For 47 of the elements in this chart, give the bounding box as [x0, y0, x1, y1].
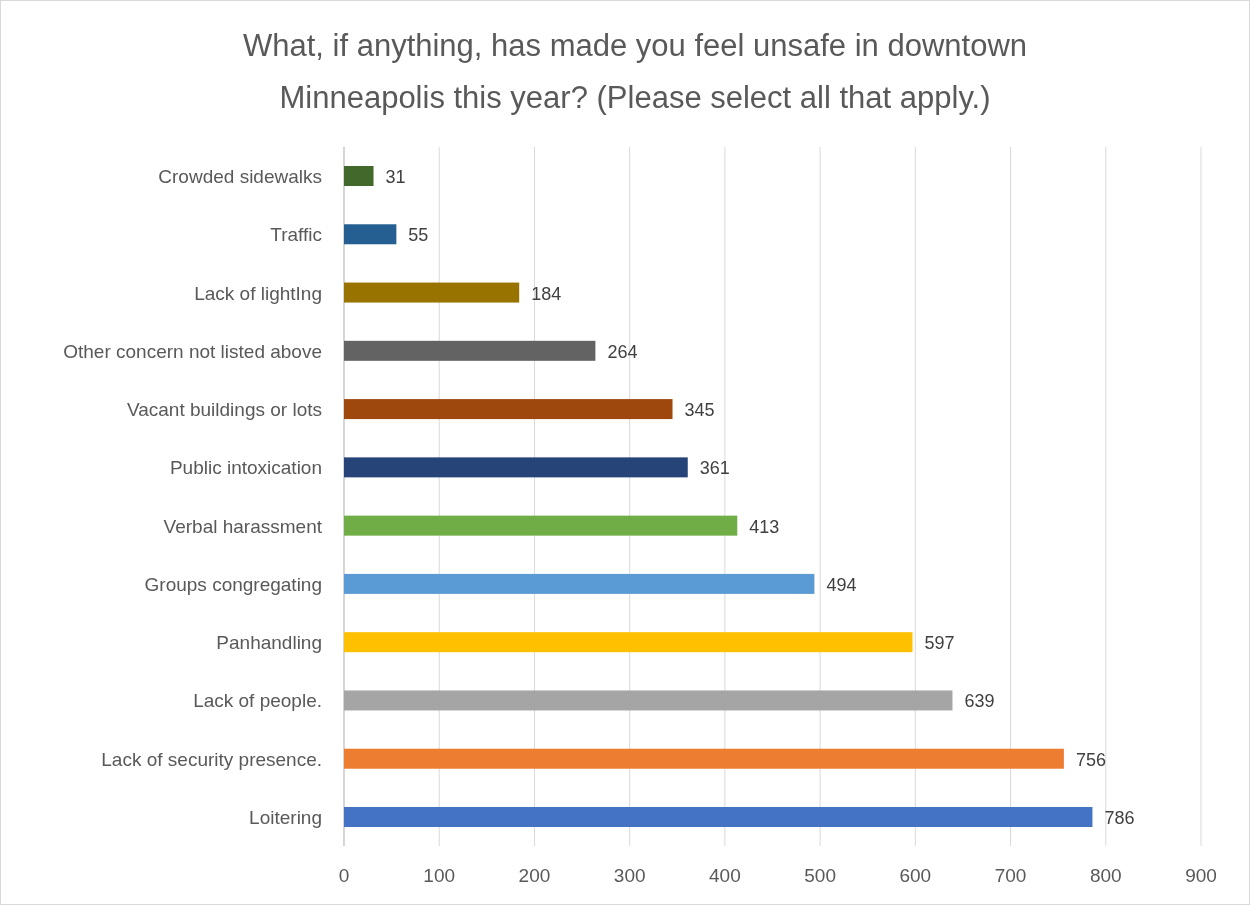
- y-tick-label: Groups congregating: [144, 573, 322, 595]
- y-tick-label: Other concern not listed above: [63, 340, 322, 362]
- bar: [344, 340, 596, 361]
- data-label: 264: [607, 341, 638, 362]
- x-tick-label: 900: [1185, 865, 1217, 886]
- bar: [344, 573, 815, 594]
- data-label: 756: [1075, 749, 1106, 770]
- x-tick-label: 300: [613, 865, 646, 886]
- y-tick-label: Vacant buildings or lots: [126, 399, 322, 421]
- chart-title: What, if anything, has made you feel unsafe in downtown Minneapolis this year? (Please select all that apply.): [242, 28, 1028, 115]
- data-label: 786: [1104, 808, 1135, 828]
- x-tick-label: 200: [518, 865, 551, 886]
- data-label: 31: [385, 167, 406, 187]
- x-tick-label: 0: [338, 865, 350, 886]
- data-label: 345: [684, 400, 715, 421]
- data-label: 184: [531, 283, 562, 304]
- bar: [344, 166, 374, 186]
- y-tick-label: Lack of security presence.: [101, 748, 322, 770]
- y-tick-label: Crowded sidewalks: [158, 166, 322, 187]
- y-tick-label: Public intoxication: [169, 457, 322, 479]
- bar: [344, 807, 1093, 827]
- data-label: 413: [749, 516, 780, 537]
- data-label: 597: [924, 633, 955, 654]
- bar: [344, 282, 520, 303]
- x-tick-label: 100: [423, 865, 456, 886]
- y-tick-label: Loitering: [249, 807, 322, 828]
- data-label: 55: [408, 225, 429, 246]
- data-label: 361: [699, 458, 730, 479]
- bar: [344, 515, 738, 536]
- x-tick-label: 700: [994, 865, 1027, 886]
- data-label: 494: [826, 574, 857, 595]
- y-tick-label: Lack of lightIng: [194, 282, 322, 304]
- bar: [344, 632, 913, 653]
- y-tick-label: Traffic: [270, 224, 322, 246]
- data-label: 639: [964, 691, 995, 712]
- y-tick-label: Lack of people.: [193, 690, 322, 712]
- bar: [344, 748, 1064, 769]
- x-tick-label: 600: [899, 865, 932, 886]
- bar: [344, 457, 688, 478]
- y-tick-label: Verbal harassment: [163, 515, 323, 537]
- y-tick-label: Panhandling: [216, 632, 322, 654]
- x-tick-label: 800: [1089, 865, 1122, 886]
- x-tick-label: 500: [804, 865, 836, 886]
- bar: [344, 224, 397, 245]
- bar: [344, 690, 953, 711]
- x-tick-label: 400: [709, 865, 741, 886]
- bar: [344, 399, 673, 420]
